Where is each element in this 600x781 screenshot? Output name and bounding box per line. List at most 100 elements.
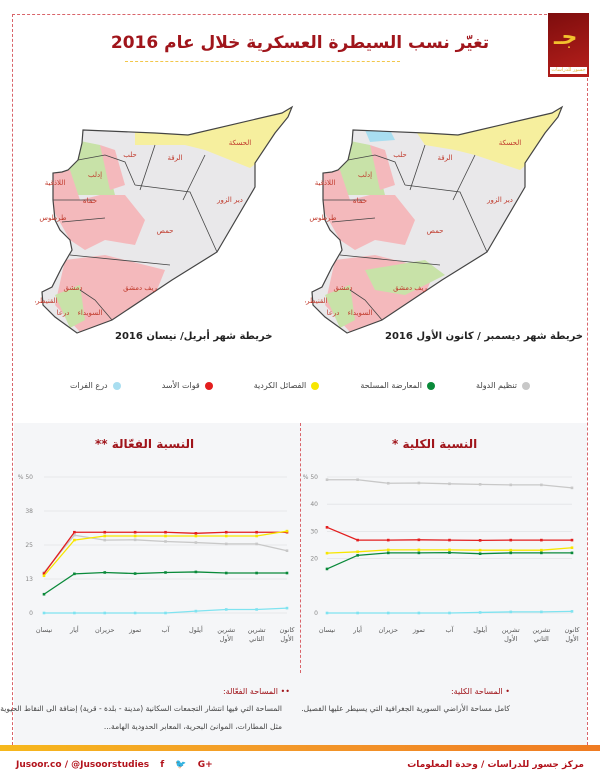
data-point — [540, 483, 543, 487]
data-point — [194, 570, 198, 574]
y-tick-label: 38 — [25, 508, 33, 515]
governorate-border — [139, 144, 156, 191]
data-point — [325, 611, 329, 615]
y-tick-label: 13 — [25, 576, 33, 583]
data-point — [386, 548, 390, 552]
data-point — [133, 530, 137, 534]
map-label: حماه — [83, 197, 97, 205]
org-name: مركز جسور للدراسات — [487, 760, 584, 770]
data-point — [285, 549, 289, 553]
data-point — [164, 540, 167, 543]
x-tick-label: حزيران — [95, 626, 115, 634]
legend-label: درع الفرات — [70, 381, 108, 390]
legend-dot-icon — [426, 381, 435, 390]
facebook-icon[interactable]: f — [160, 760, 165, 770]
data-point — [325, 567, 329, 571]
data-point — [164, 530, 167, 534]
map-label: دمشق — [334, 284, 353, 292]
title-underline — [125, 61, 400, 62]
twitter-handle[interactable]: @Jusoorstudies — [71, 760, 150, 770]
data-point — [448, 548, 451, 552]
frame-right — [587, 78, 588, 750]
map-label: دير الزور — [216, 196, 243, 204]
data-point — [133, 538, 137, 542]
x-tick-label: تشرين — [217, 626, 235, 634]
legend-label: الفصائل الكردية — [253, 381, 307, 390]
data-point — [73, 611, 76, 615]
data-point — [356, 478, 359, 482]
y-tick-label: % 50 — [18, 474, 33, 481]
map-label: طرطوس — [309, 214, 337, 222]
euphrates-shield-area — [365, 130, 395, 142]
data-point — [133, 572, 137, 575]
y-tick-label: 0 — [29, 610, 33, 617]
regime-area-aleppo — [100, 145, 125, 190]
legend-item: الفصائل الكردية — [253, 381, 320, 390]
map-label: اللاذقية — [315, 179, 336, 187]
governorate-border — [452, 154, 476, 201]
legend-item: تنظيم الدولة — [476, 381, 530, 390]
chart-title-total: النسبة الكلية * — [392, 437, 478, 451]
page-title: تغيّر نسب السيطرة العسكرية خلال عام 2016 — [110, 33, 490, 53]
x-tick-label: الثاني — [534, 635, 549, 643]
data-point — [255, 534, 258, 538]
x-tick-label: تشرين — [532, 626, 550, 634]
google-plus-icon[interactable]: G+ — [197, 760, 213, 770]
legend-label: تنظيم الدولة — [476, 381, 517, 390]
data-point — [103, 611, 107, 615]
governorate-border — [77, 154, 136, 186]
series-line-3 — [43, 571, 287, 595]
data-point — [285, 571, 289, 575]
data-point — [570, 486, 574, 490]
x-tick-label: الأول — [220, 634, 234, 643]
map-label: الرقة — [167, 154, 182, 162]
data-point — [325, 526, 329, 529]
y-tick-label: 0 — [314, 610, 318, 617]
x-tick-label: تشرين — [502, 626, 520, 634]
map-caption-december: خريطة شهر ديسمبر / كانون الأول 2016 — [385, 331, 583, 342]
data-point — [386, 481, 390, 485]
footer-right: مركز جسور للدراسات / وحدة المعلومات — [407, 760, 584, 770]
data-point — [164, 571, 167, 574]
data-point — [417, 548, 421, 552]
x-tick-label: أيار — [69, 625, 79, 634]
governorate-border — [409, 144, 426, 191]
note-effective-text2: مثل المطارات، الموانئ البحرية، المعابر ا… — [103, 722, 282, 731]
twitter-icon[interactable]: 🐦 — [175, 760, 187, 770]
data-point — [73, 538, 76, 542]
legend-dot-icon — [204, 381, 213, 390]
data-point — [325, 551, 329, 555]
data-point — [73, 530, 76, 534]
data-point — [570, 551, 574, 555]
data-point — [540, 610, 543, 614]
data-point — [448, 611, 451, 615]
map-label: الرقة — [437, 154, 452, 162]
data-point — [133, 611, 137, 615]
legend-dot-icon — [311, 381, 320, 390]
series-line-1 — [43, 531, 287, 574]
frame-left — [12, 14, 13, 750]
footer-sep: / — [481, 760, 485, 770]
data-point — [417, 551, 421, 555]
data-point — [478, 552, 482, 556]
data-point — [417, 481, 421, 485]
map-label: حلب — [123, 151, 137, 159]
site-link[interactable]: Jusoor.co — [16, 760, 62, 770]
frame-top — [12, 14, 552, 15]
note-effective-text1: المساحة التي فيها انتشار التجمعات السكان… — [0, 704, 282, 713]
x-tick-label: كانون — [279, 626, 295, 634]
governorate-border — [331, 217, 376, 223]
data-point — [448, 551, 451, 554]
syria-border — [311, 105, 564, 334]
governorate-border — [339, 254, 441, 266]
legend-label: قوات الأسد — [161, 381, 200, 390]
governorate-border — [182, 154, 206, 201]
legend: تنظيم الدولة المعارضة المسلحة الفصائل الكر… — [60, 381, 540, 390]
series-line-3 — [326, 551, 572, 570]
data-point — [285, 606, 289, 610]
note-effective-title: •• المساحة الفعّالة: — [222, 687, 290, 696]
logo-text: جسور للدراسات — [550, 67, 587, 74]
data-point — [478, 611, 482, 614]
data-point — [356, 538, 359, 542]
footer-bar — [0, 745, 600, 751]
